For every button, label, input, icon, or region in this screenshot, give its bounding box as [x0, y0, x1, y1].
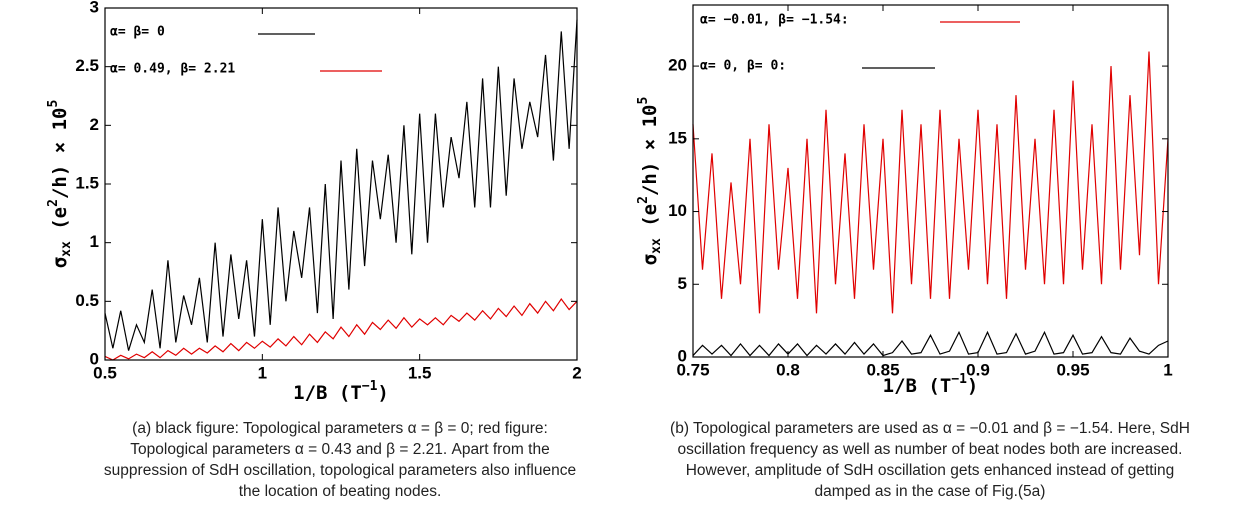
y-tick-label: 1.5: [75, 173, 99, 192]
label-part: σ: [639, 254, 661, 265]
label-part: 5: [636, 97, 651, 105]
label-part: ): [377, 382, 388, 404]
label-part: ): [967, 375, 978, 397]
x-tick-label: 1: [1163, 360, 1172, 379]
legend-label: α= 0, β= 0:: [700, 59, 786, 74]
y-tick-label: 5: [678, 274, 687, 293]
label-part: xx: [59, 241, 74, 257]
y-tick-label: 20: [668, 56, 687, 75]
legend-label: α= 0.49, β= 2.21: [110, 62, 235, 77]
data-line: [104, 297, 578, 361]
data-line: [104, 19, 578, 351]
y-tick-label: 3: [90, 0, 99, 16]
label-part: 1/B (T: [293, 382, 362, 404]
y-tick-label: 0: [678, 346, 687, 365]
x-axis-label: 1/B (T−1): [293, 379, 389, 404]
y-tick-label: 0.5: [75, 291, 99, 310]
x-tick-label: 0.85: [866, 360, 899, 379]
x-tick-label: 1.5: [408, 363, 432, 382]
label-part: xx: [649, 238, 664, 254]
y-tick-label: 15: [668, 128, 687, 147]
data-line: [692, 51, 1169, 314]
caption: (a) black figure: Topological parameters…: [103, 420, 577, 500]
data-line: [692, 330, 1169, 357]
label-part: 1/B (T: [883, 375, 952, 397]
label-part: (e: [639, 204, 661, 238]
x-tick-label: 0.9: [966, 360, 990, 379]
label-part: −1: [951, 372, 967, 387]
x-tick-label: 0.95: [1056, 360, 1089, 379]
y-tick-label: 0: [90, 349, 99, 368]
label-part: −1: [362, 379, 378, 394]
label-part: 5: [46, 100, 61, 108]
label-part: (e: [49, 207, 71, 241]
y-tick-label: 1: [90, 232, 99, 251]
label-part: /h) × 10: [639, 105, 661, 197]
legend-label: α= −0.01, β= −1.54:: [700, 13, 849, 28]
y-tick-label: 10: [668, 201, 687, 220]
label-part: /h) × 10: [49, 108, 71, 200]
legend-label: α= β= 0: [110, 25, 165, 40]
label-part: 2: [46, 199, 61, 207]
caption: (b) Topological parameters are used as α…: [670, 420, 1190, 500]
x-tick-label: 2: [572, 363, 581, 382]
x-axis-label: 1/B (T−1): [883, 372, 979, 397]
label-part: σ: [49, 257, 71, 268]
plot-frame: [692, 4, 1169, 358]
x-tick-label: 1: [258, 363, 267, 382]
y-axis-label: σxx (e2/h) × 105: [636, 97, 664, 266]
y-axis-label: σxx (e2/h) × 105: [46, 100, 74, 269]
figure: α= β= 0α= 0.49, β= 2.210.5 1 1.5 200.511.52…: [46, 0, 1173, 404]
label-part: 2: [636, 196, 651, 204]
x-tick-label: 0.5: [93, 363, 117, 382]
x-tick-label: 0.8: [776, 360, 800, 379]
y-tick-label: 2: [90, 115, 99, 134]
y-tick-label: 2.5: [75, 56, 99, 75]
x-tick-label: 0.75: [676, 360, 709, 379]
